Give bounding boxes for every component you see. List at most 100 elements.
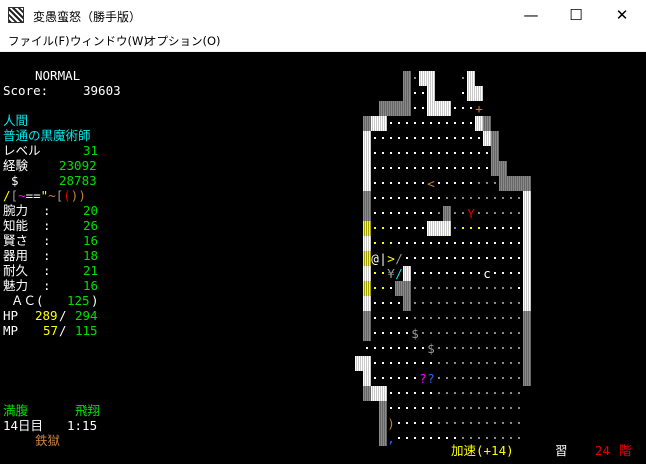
map-floor-lit — [419, 176, 427, 191]
stat-label: 耐久 — [3, 263, 29, 278]
map-floor-dark — [435, 416, 443, 431]
map-floor-dark — [475, 191, 483, 206]
map-floor-dark — [451, 311, 459, 326]
map-floor-dark — [435, 296, 443, 311]
map-floor-lit — [387, 386, 395, 401]
map-granite-dark — [363, 326, 371, 341]
map-floor-lit — [451, 266, 459, 281]
game-terminal[interactable]: NORMAL Score: 39603 人間 普通の黒魔術師 レベル 31 経験… — [0, 52, 646, 464]
map-floor-dark — [443, 326, 451, 341]
map-floor-dark — [443, 281, 451, 296]
map-floor-dark — [435, 341, 443, 356]
dungeon-name: 鉄獄 — [35, 433, 61, 448]
map-floor-dark — [515, 401, 523, 416]
class-title: 普通の黒魔術師 — [3, 128, 91, 143]
map-floor-lit — [451, 146, 459, 161]
map-floor-lit — [395, 416, 403, 431]
map-floor-dark — [411, 296, 419, 311]
map-granite-dark — [403, 101, 411, 116]
map-floor-dark — [491, 401, 499, 416]
map-floor-lit — [379, 371, 387, 386]
map-floor-lit — [379, 311, 387, 326]
map-floor-yellow — [379, 236, 387, 251]
map-floor-dark — [491, 326, 499, 341]
map-floor-lit — [387, 311, 395, 326]
map-floor-lit — [467, 116, 475, 131]
map-floor-lit — [379, 161, 387, 176]
map-floor-dark — [467, 431, 475, 446]
maximize-button[interactable]: ☐ — [569, 6, 583, 24]
map-granite-dark — [523, 326, 531, 341]
map-granite-lit — [427, 101, 435, 116]
map-floor-lit — [371, 161, 379, 176]
map-floor-lit — [411, 161, 419, 176]
map-floor-lit — [427, 251, 435, 266]
map-floor-lit — [395, 236, 403, 251]
map-floor-lit — [499, 251, 507, 266]
map-floor-lit — [443, 146, 451, 161]
map-floor-lit — [475, 131, 483, 146]
map-granite-dark — [523, 176, 531, 191]
minimize-button[interactable]: — — [523, 6, 539, 24]
menu-options[interactable]: オプション(O) — [145, 34, 221, 48]
map-floor-lit — [443, 251, 451, 266]
map-floor-lit — [467, 131, 475, 146]
app-icon[interactable] — [8, 7, 24, 23]
depth-unit: 階 — [619, 443, 632, 458]
menu-file[interactable]: ファイル(F) — [8, 34, 70, 48]
map-floor-dark — [419, 281, 427, 296]
map-floor-dark — [491, 431, 499, 446]
map-floor-lit — [371, 131, 379, 146]
map-floor-lit — [451, 236, 459, 251]
map-floor-lit — [387, 281, 395, 296]
map-floor-lit — [427, 386, 435, 401]
map-floor-lit — [435, 116, 443, 131]
map-floor-lit — [419, 251, 427, 266]
map-floor-lit — [403, 431, 411, 446]
map-floor-lit — [475, 161, 483, 176]
map-floor-dark — [515, 386, 523, 401]
map-floor-dark — [467, 296, 475, 311]
map-floor-dark — [491, 356, 499, 371]
map-floor-lit — [443, 161, 451, 176]
map-floor-dark — [491, 206, 499, 221]
map-granite-lit — [363, 236, 371, 251]
map-floor-lit — [515, 251, 523, 266]
map-floor-lit — [379, 356, 387, 371]
map-floor-lit — [395, 131, 403, 146]
map-floor-dark — [491, 371, 499, 386]
map-granite-lit — [435, 101, 443, 116]
map-floor-yellow — [379, 221, 387, 236]
map-floor-dark — [475, 296, 483, 311]
map-floor-lit — [459, 116, 467, 131]
map-floor-lit — [483, 146, 491, 161]
gold-label: $ — [11, 173, 19, 188]
map-item: , — [387, 431, 395, 446]
map-floor-dark — [507, 311, 515, 326]
map-floor-dark — [483, 356, 491, 371]
map-granite-lit — [363, 266, 371, 281]
map-floor-dark — [499, 431, 507, 446]
map-floor-lit — [403, 116, 411, 131]
map-granite-dark — [507, 176, 515, 191]
map-floor-dark — [491, 341, 499, 356]
map-granite-dark — [395, 101, 403, 116]
map-floor-dark — [507, 386, 515, 401]
map-floor-lit — [507, 251, 515, 266]
menu-window[interactable]: ウィンドウ(W) — [70, 34, 148, 48]
close-button[interactable]: ✕ — [615, 6, 629, 24]
map-floor-dark — [435, 206, 443, 221]
map-floor-lit — [387, 326, 395, 341]
map-floor-lit — [427, 416, 435, 431]
map-floor-lit — [491, 266, 499, 281]
map-floor-dark — [515, 356, 523, 371]
map-floor-dark — [467, 341, 475, 356]
map-floor-dark — [483, 416, 491, 431]
map-floor-dark — [443, 296, 451, 311]
map-granite-lit — [355, 356, 363, 371]
equipment-slot: / — [3, 188, 11, 203]
map-floor-lit — [395, 431, 403, 446]
map-floor-dark — [467, 281, 475, 296]
map-granite-dark — [523, 311, 531, 326]
map-floor-dark — [459, 206, 467, 221]
